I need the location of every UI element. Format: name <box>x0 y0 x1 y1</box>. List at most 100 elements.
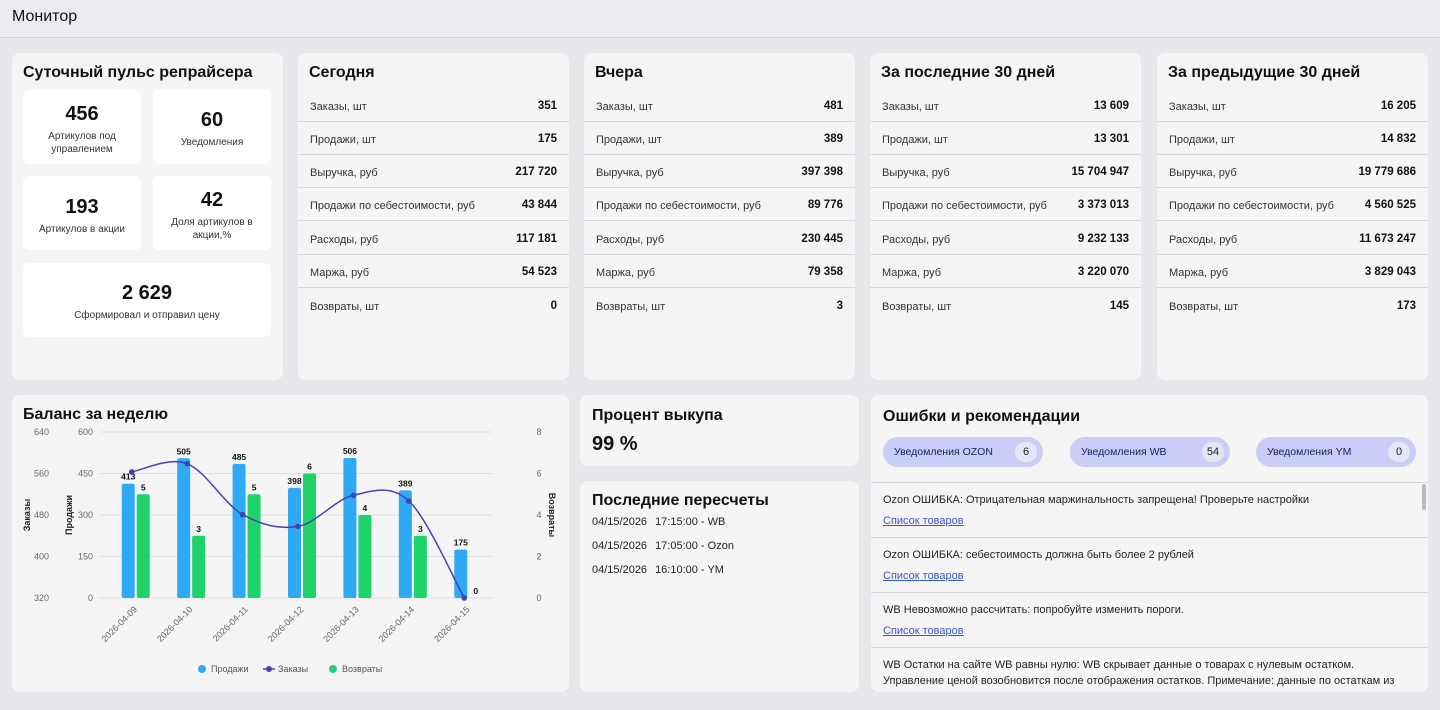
pulse-card: Суточный пульс репрайсера 456 Артикулов … <box>12 53 283 380</box>
stats-title: Сегодня <box>309 64 375 81</box>
stat-value: 19 779 686 <box>1358 166 1416 178</box>
error-item: Ozon ОШИБКА: себестоимость должна быть б… <box>871 538 1428 593</box>
stat-value: 145 <box>1109 300 1129 312</box>
bar-returns-label: 5 <box>141 482 146 492</box>
returns-axis-label: Возвраты <box>547 493 557 538</box>
bar-sales-label: 398 <box>287 476 301 486</box>
bar-sales-label: 413 <box>121 472 135 482</box>
errors-scrollbar[interactable] <box>1420 482 1428 692</box>
stat-row: Продажи, шт 389 <box>584 122 855 155</box>
stat-value: 54 523 <box>521 266 557 278</box>
error-text: Ozon ОШИБКА: себестоимость должна быть б… <box>883 549 1194 561</box>
bar-sales-label: 485 <box>232 452 246 462</box>
product-list-link[interactable]: Список товаров <box>883 515 964 527</box>
stat-row: Возвраты, шт 0 <box>298 289 569 322</box>
stat-value: 351 <box>537 100 557 112</box>
recalc-date: 04/15/2026 <box>592 516 648 528</box>
bar-sales <box>288 487 301 598</box>
sales-tick-label: 150 <box>78 552 93 562</box>
orders-tick-label: 400 <box>34 552 49 562</box>
stat-label: Возвраты, шт <box>882 301 952 313</box>
stat-value: 117 181 <box>516 233 557 245</box>
stat-value: 89 776 <box>807 199 843 211</box>
pill-wb-notifications[interactable]: Уведомления WB 54 <box>1070 437 1230 467</box>
stat-row: Выручка, руб 397 398 <box>584 155 855 188</box>
stat-row: Расходы, руб 117 181 <box>298 222 569 255</box>
category-tick-label: 2026-04-11 <box>211 604 250 643</box>
page-title: Монитор <box>12 8 78 25</box>
stat-label: Заказы, шт <box>882 101 939 113</box>
legend-label: Продажи <box>211 664 249 674</box>
buyout-title: Процент выкупа <box>592 407 723 424</box>
tile-label: Сформировал и отправил цену <box>74 310 220 321</box>
stat-row: Заказы, шт 16 205 <box>1157 89 1428 122</box>
category-tick-label: 2026-04-15 <box>432 604 472 644</box>
tile-value: 456 <box>65 103 99 125</box>
bar-sales <box>177 458 191 598</box>
stats-title: Вчера <box>595 64 643 81</box>
top-bar: Монитор <box>0 0 1440 38</box>
product-list-link[interactable]: Список товаров <box>883 570 964 582</box>
stat-row: Заказы, шт 13 609 <box>870 89 1141 122</box>
recalc-item: 04/15/2026 17:05:00 - Ozon <box>592 540 734 552</box>
stat-row: Возвраты, шт 173 <box>1157 289 1428 322</box>
tile-promo-share: 42 Доля артикулов в акции,% <box>153 176 271 250</box>
sales-axis-label: Продажи <box>64 495 74 535</box>
tile-label: Артикулов в акции <box>39 224 125 235</box>
stat-label: Заказы, шт <box>310 101 367 113</box>
orders-point <box>295 523 301 530</box>
product-list-link[interactable]: Список товаров <box>883 625 964 637</box>
scrollbar-thumb[interactable] <box>1422 484 1426 510</box>
errors-title: Ошибки и рекомендации <box>883 408 1081 425</box>
stats-card-previous-30-days: За предыдущие 30 дней Заказы, шт 16 205 П… <box>1157 53 1428 380</box>
stat-value: 4 560 525 <box>1364 199 1416 211</box>
orders-tick-label: 560 <box>34 469 49 479</box>
stat-row: Возвраты, шт 145 <box>870 289 1141 322</box>
errors-list[interactable]: Ozon ОШИБКА: Отрицательная маржинальност… <box>871 482 1428 692</box>
tile-notifications[interactable]: 60 Уведомления <box>153 90 271 164</box>
stat-value: 217 720 <box>515 166 557 178</box>
stat-row: Продажи, шт 14 832 <box>1157 122 1428 155</box>
stat-value: 13 609 <box>1093 100 1129 112</box>
pill-ym-notifications[interactable]: Уведомления YM 0 <box>1256 437 1416 467</box>
stat-row: Продажи, шт 13 301 <box>870 122 1141 155</box>
stat-value: 16 205 <box>1380 100 1416 112</box>
bar-sales-label: 175 <box>454 538 468 548</box>
pill-count: 0 <box>1388 442 1410 462</box>
stat-label: Заказы, шт <box>596 101 653 113</box>
stat-row: Заказы, шт 351 <box>298 89 569 122</box>
stat-label: Расходы, руб <box>1169 234 1238 246</box>
stat-label: Продажи, шт <box>882 134 948 146</box>
returns-tick-label: 8 <box>536 427 541 437</box>
pulse-title: Суточный пульс репрайсера <box>23 64 253 81</box>
stat-row: Возвраты, шт 3 <box>584 289 855 322</box>
error-text: WB Невозможно рассчитать: попробуйте изм… <box>883 604 1184 616</box>
stat-label: Продажи, шт <box>596 134 662 146</box>
legend-orders-dot <box>266 666 272 672</box>
pill-ozon-notifications[interactable]: Уведомления OZON 6 <box>883 437 1043 467</box>
category-tick-label: 2026-04-13 <box>321 604 361 644</box>
stat-label: Продажи по себестоимости, руб <box>596 200 761 212</box>
stat-row: Выручка, руб 15 704 947 <box>870 155 1141 188</box>
tile-value: 193 <box>65 196 99 218</box>
stat-row: Продажи, шт 175 <box>298 122 569 155</box>
sales-tick-label: 600 <box>78 427 93 437</box>
stat-row: Выручка, руб 217 720 <box>298 155 569 188</box>
tile-value: 2 629 <box>121 282 173 304</box>
balance-card: Баланс за неделю 640 600 8 560 450 6 480 300 4 40… <box>12 395 569 692</box>
legend-label: Возвраты <box>342 664 382 674</box>
tile-promo-articles: 193 Артикулов в акции <box>23 176 141 250</box>
bar-returns-label: 3 <box>418 524 423 534</box>
stat-value: 9 232 133 <box>1077 233 1129 245</box>
category-tick-label: 2026-04-12 <box>266 604 306 644</box>
bar-returns <box>413 535 427 598</box>
error-item: Ozon ОШИБКА: Отрицательная маржинальност… <box>871 483 1428 538</box>
recalc-time: 17:05:00 - Ozon <box>655 540 734 552</box>
stats-title: За последние 30 дней <box>881 64 1056 81</box>
stat-value: 3 220 070 <box>1077 266 1129 278</box>
sales-tick-label: 300 <box>78 510 93 520</box>
bar-returns-label: 4 <box>363 503 368 513</box>
bar-sales <box>398 490 412 598</box>
stat-value: 397 398 <box>801 166 843 178</box>
